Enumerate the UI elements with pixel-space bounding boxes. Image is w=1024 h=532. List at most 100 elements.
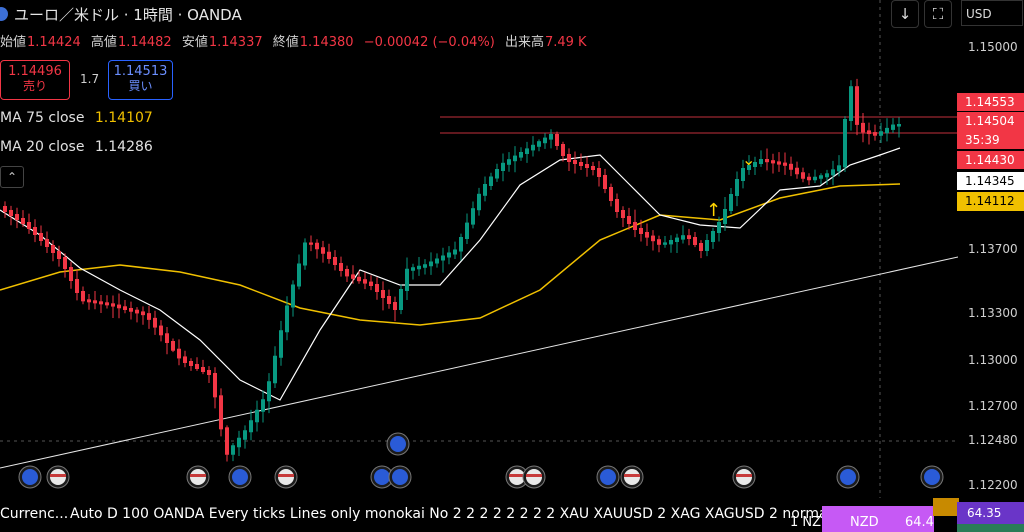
event-flag-fill-icon — [232, 469, 248, 485]
event-flag-fill-icon — [600, 469, 616, 485]
candle-body — [33, 227, 37, 235]
fullscreen-button[interactable]: ⛶ — [924, 0, 952, 28]
candle-body — [153, 317, 157, 328]
candle-body — [705, 240, 709, 251]
candle-body — [309, 242, 313, 245]
event-flag-stripe-icon — [278, 474, 294, 477]
candle-body — [711, 231, 715, 242]
candle-body — [765, 159, 769, 163]
candle-body — [675, 237, 679, 242]
candle-body — [147, 313, 151, 320]
candle-body — [321, 247, 325, 254]
candle-body — [771, 160, 775, 164]
candle-body — [441, 255, 445, 261]
indicator-value: 1.14107 — [94, 110, 153, 126]
scroll-down-button[interactable]: ↓ — [891, 0, 919, 28]
candle-body — [447, 252, 451, 258]
candle-body — [801, 172, 805, 179]
candle-body — [645, 232, 649, 238]
candle-body — [285, 305, 289, 333]
candle-body — [99, 301, 103, 305]
countdown-label: 35:39 — [957, 131, 1024, 149]
candle-body — [249, 420, 253, 433]
candle-body — [129, 308, 133, 312]
candle-body — [81, 291, 85, 302]
symbol-header[interactable]: ユーロ／米ドル · 1時間 · OANDA — [0, 0, 242, 28]
candle-body — [825, 173, 829, 178]
candle-body — [531, 144, 535, 151]
candle-body — [351, 274, 355, 279]
ticker-label: Currenc... — [0, 506, 69, 522]
candle-body — [543, 137, 547, 144]
chevron-up-icon: ⌃ — [6, 170, 18, 184]
candle-body — [537, 141, 541, 147]
candle-body — [51, 245, 55, 253]
candle-body — [549, 134, 553, 140]
candle-body — [297, 263, 301, 287]
candle-body — [669, 240, 673, 245]
ma20-price-label: 1.14345 — [957, 172, 1024, 190]
candle-body — [267, 381, 271, 402]
candle-body — [291, 284, 295, 308]
candle-body — [393, 302, 397, 310]
candle-body — [93, 300, 97, 304]
indicator-price-label-2 — [957, 524, 1024, 532]
candle-body — [567, 154, 571, 162]
ma20-line — [0, 147, 901, 401]
candle-body — [141, 311, 145, 316]
sell-button[interactable]: 1.14496 売り — [0, 60, 70, 100]
candle-body — [63, 257, 67, 269]
candle-body — [57, 251, 61, 259]
candle-body — [261, 399, 265, 412]
candle-body — [363, 279, 367, 284]
candle-body — [837, 165, 841, 172]
buy-signal-arrow-icon: ↑ — [706, 200, 721, 221]
currency-selector[interactable]: USD — [961, 0, 1023, 26]
candle-body — [555, 134, 559, 146]
axis-tick: 1.13000 — [968, 353, 1018, 367]
event-flag-stripe-icon — [624, 474, 640, 477]
candle-body — [201, 367, 205, 372]
candle-body — [603, 175, 607, 189]
price-label-low: 1.14430 — [957, 151, 1024, 169]
collapse-legend-button[interactable]: ⌃ — [0, 166, 24, 188]
candle-body — [777, 161, 781, 165]
candle-body — [621, 210, 625, 218]
sell-signal-arrow-icon: ⌄ — [742, 150, 755, 169]
candle-body — [279, 330, 283, 358]
indicator-ma75[interactable]: MA 75 close 1.14107 — [0, 110, 153, 126]
candle-body — [483, 184, 487, 196]
nzd-value: 64.4 — [905, 515, 934, 530]
indicator-ma20[interactable]: MA 20 close 1.14286 — [0, 139, 153, 155]
buy-label: 買い — [128, 79, 153, 93]
candle-body — [411, 267, 415, 271]
candle-body — [219, 395, 223, 430]
candle-body — [339, 263, 343, 271]
event-flag-fill-icon — [840, 469, 856, 485]
candle-body — [333, 257, 337, 265]
axis-tick: 1.12200 — [968, 478, 1018, 492]
candle-body — [3, 206, 7, 212]
sell-label: 売り — [22, 79, 47, 93]
candle-body — [591, 166, 595, 170]
candle-body — [369, 281, 373, 286]
candle-body — [315, 242, 319, 250]
buy-button[interactable]: 1.14513 買い — [108, 60, 173, 100]
candle-body — [273, 355, 277, 384]
nzd-label: NZD — [850, 515, 879, 530]
candle-body — [867, 130, 871, 135]
candle-body — [519, 152, 523, 158]
candle-body — [885, 127, 889, 134]
nzd-label: 1 NZ — [790, 515, 822, 530]
price-chart[interactable]: ↑⌄ — [0, 0, 958, 498]
candle-body — [513, 155, 517, 162]
candle-body — [561, 144, 565, 156]
candle-body — [75, 279, 79, 293]
candle-body — [579, 162, 583, 166]
candle-body — [699, 243, 703, 251]
candle-body — [9, 210, 13, 216]
candle-body — [495, 169, 499, 179]
candle-body — [657, 239, 661, 245]
candle-body — [789, 163, 793, 170]
candle-body — [345, 269, 349, 277]
